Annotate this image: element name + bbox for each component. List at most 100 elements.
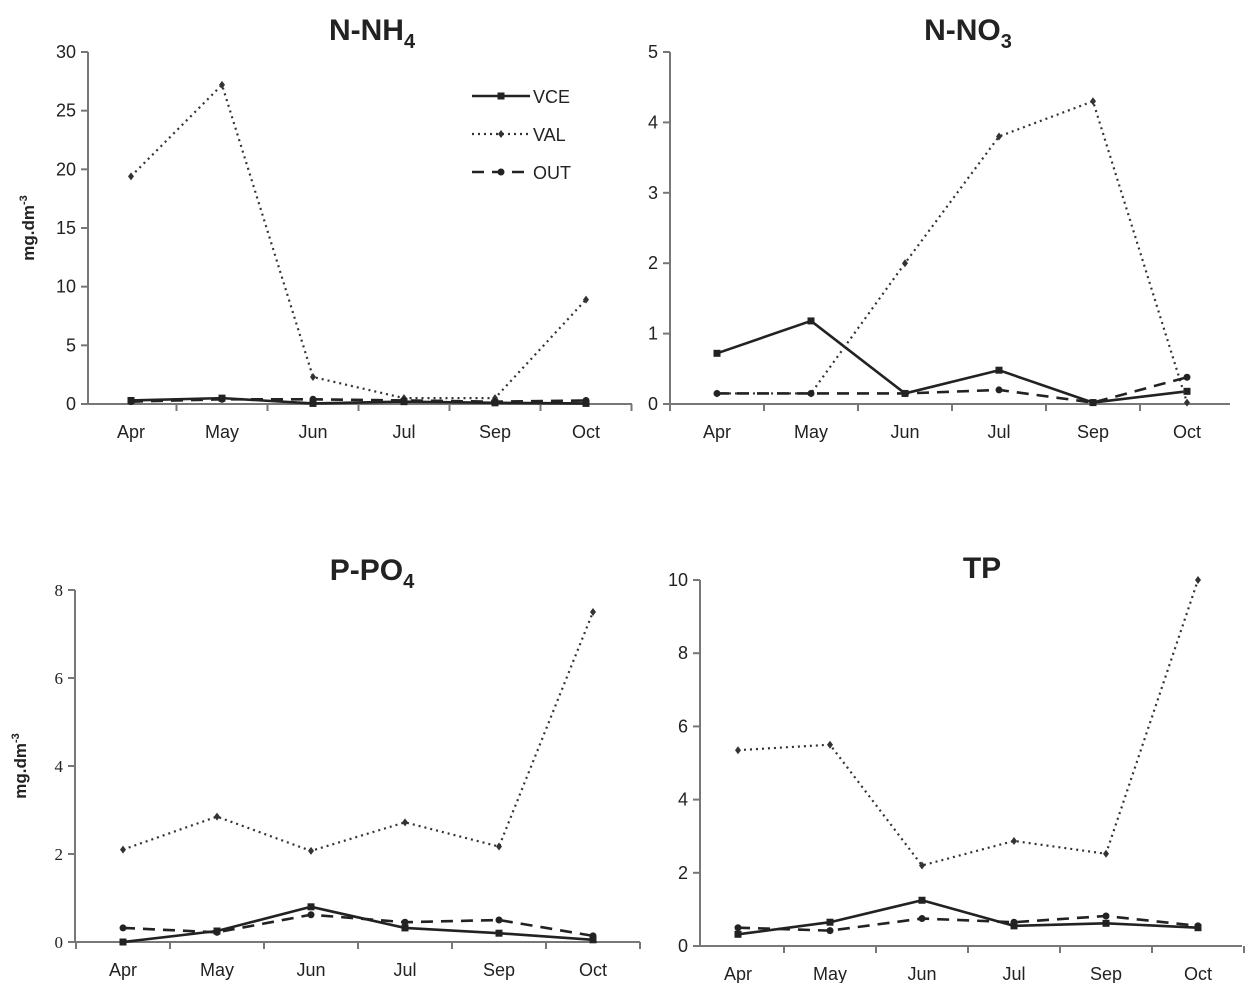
y-tick-label: 6 (55, 669, 64, 688)
data-point-out (309, 395, 317, 403)
data-point-out (1010, 918, 1018, 926)
x-tick-label: Sep (1077, 422, 1109, 442)
series-line-val (130, 83, 587, 400)
data-point-val (1184, 398, 1190, 407)
y-tick-label: 3 (648, 183, 658, 203)
panel-2: 0 1 2 3 4 5 Apr May Jun Jul Sep Oct N-NO3 (648, 14, 1230, 442)
data-point-val (214, 812, 220, 821)
x-tick-label: Sep (1090, 964, 1122, 983)
x-tick-label: Jun (907, 964, 936, 983)
data-point-vce (309, 399, 317, 407)
legend-label-val: VAL (533, 125, 566, 145)
data-point-val (583, 295, 589, 304)
x-tick-label: May (205, 422, 239, 442)
data-point-out (901, 389, 909, 397)
series-line-out (130, 398, 587, 403)
data-point-out (582, 396, 590, 404)
y-tick-label: 25 (56, 101, 76, 121)
data-point-out (1194, 922, 1202, 930)
x-tick-label: May (794, 422, 828, 442)
y-tick-label: 15 (56, 218, 76, 238)
data-point-val (919, 861, 925, 870)
x-tick-label: Jul (393, 960, 416, 980)
y-tick-label: 1 (648, 324, 658, 344)
series-line-val (717, 100, 1189, 403)
x-tick-label: May (813, 964, 847, 983)
data-point-out (213, 928, 221, 936)
data-point-val (219, 80, 225, 89)
data-point-val (308, 846, 314, 855)
data-point-vce (1102, 919, 1110, 927)
data-point-out (1089, 399, 1097, 407)
data-point-out (918, 915, 926, 923)
x-tick-label: Jun (296, 960, 325, 980)
y-tick-label: 4 (55, 757, 64, 776)
data-point-out (495, 916, 503, 924)
data-point-out (1183, 373, 1191, 381)
data-point-val (1195, 576, 1201, 584)
x-tick-label: Apr (109, 960, 137, 980)
y-tick-label: 4 (648, 112, 658, 132)
y-tick-label: 0 (678, 936, 688, 956)
y-axis-label: mg.dm-3 (18, 195, 38, 261)
data-point-val (402, 818, 408, 827)
data-point-vce (401, 924, 409, 932)
y-tick-label: 4 (678, 790, 688, 810)
data-point-val (128, 172, 134, 181)
x-tick-label: Sep (479, 422, 511, 442)
data-point-vce (734, 930, 742, 938)
series-line-out (737, 914, 1199, 932)
data-point-val (496, 842, 502, 851)
data-point-vce (307, 903, 315, 911)
data-point-out (401, 918, 409, 926)
data-point-val (310, 373, 316, 382)
data-point-val (120, 845, 126, 854)
y-tick-label: 10 (668, 570, 688, 590)
data-point-vce (1010, 922, 1018, 930)
data-point-vce (918, 896, 926, 904)
legend: VCE VAL OUT (472, 87, 571, 183)
data-point-vce (1183, 387, 1191, 395)
x-tick-label: May (200, 960, 234, 980)
y-tick-label: 10 (56, 277, 76, 297)
y-tick-label: 5 (648, 42, 658, 62)
data-point-out (218, 395, 226, 403)
y-tick-label: 8 (678, 643, 688, 663)
data-point-out (826, 927, 834, 935)
legend-marker (498, 130, 504, 138)
data-point-val (1011, 836, 1017, 845)
data-point-vce (589, 936, 597, 944)
x-tick-label: Oct (1184, 964, 1212, 983)
x-tick-label: Jul (1002, 964, 1025, 983)
y-tick-label: 6 (678, 716, 688, 736)
y-tick-label: 0 (648, 394, 658, 414)
chart-title: N-NO3 (924, 14, 1012, 53)
data-point-out (119, 924, 127, 932)
data-point-val (902, 259, 908, 268)
data-point-out (400, 396, 408, 404)
data-point-out (589, 932, 597, 940)
panel-4: 0 2 4 6 8 10 Apr May Jun Jul Sep Oct TP (668, 552, 1245, 984)
data-point-out (1102, 912, 1110, 920)
y-tick-label: 30 (56, 42, 76, 62)
data-point-val (996, 132, 1002, 141)
series-line-vce (737, 898, 1199, 936)
data-point-val (827, 740, 833, 749)
series-line-vce (716, 319, 1188, 404)
x-tick-label: Jul (392, 422, 415, 442)
panel-3: 0 2 4 6 8 Apr May Jun Jul Sep Oct P-PO4 mg.dm-3 (10, 554, 641, 980)
series-line-val (737, 579, 1200, 867)
series-line-vce (122, 905, 594, 944)
chart-title: N-NH4 (329, 14, 416, 53)
y-tick-label: 2 (648, 253, 658, 273)
y-axis-label: mg.dm-3 (10, 733, 30, 799)
legend-marker (497, 168, 505, 176)
data-point-val (735, 746, 741, 755)
data-point-vce (995, 366, 1003, 374)
x-tick-label: Oct (579, 960, 607, 980)
data-point-vce (807, 317, 815, 325)
chart-title: TP (963, 552, 1001, 585)
data-point-vce (713, 349, 721, 357)
